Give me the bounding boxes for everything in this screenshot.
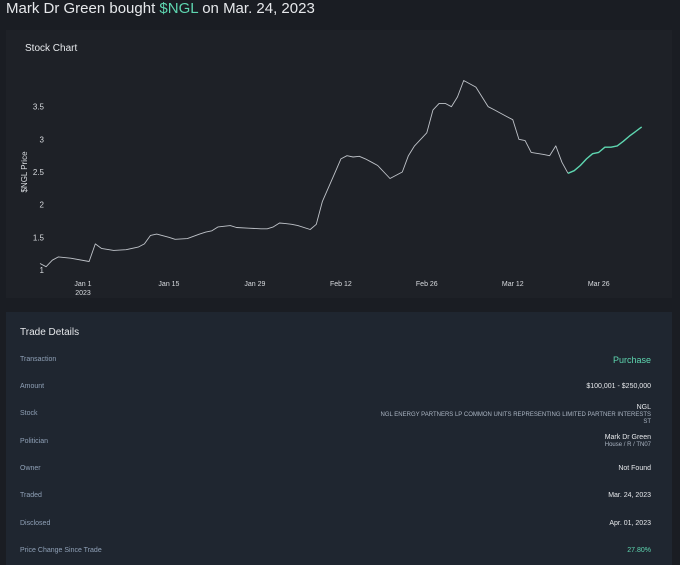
y-axis-label: $NGL Price [20, 151, 29, 193]
traded-value: Mar. 24, 2023 [608, 492, 651, 499]
trade-details-title: Trade Details [20, 327, 80, 338]
x-tick-label: Mar 26 [588, 281, 610, 288]
x-axis-ticks: Jan 1 2023 Jan 15 Jan 29 Feb 12 Feb 26 Mar 12 M… [74, 281, 609, 297]
x-tick-year-label: 2023 [75, 290, 91, 297]
politician-name-link[interactable]: Mark Dr Green [604, 434, 651, 441]
price-change-label: Price Change Since Trade [20, 547, 102, 554]
transaction-value: Purchase [612, 355, 651, 365]
y-tick-label: 3 [40, 135, 45, 144]
traded-label: Traded [20, 492, 42, 499]
disclosed-value: Apr. 01, 2023 [609, 520, 651, 527]
amount-value: $100,001 - $250,000 [586, 383, 651, 390]
politician-value: Mark Dr Green House / R / TN07 [605, 433, 651, 449]
headline-suffix: on Mar. 24, 2023 [198, 0, 315, 17]
y-tick-label: 3.5 [33, 103, 45, 112]
x-tick-label: Mar 12 [502, 281, 524, 288]
y-tick-label: 1.5 [33, 233, 45, 242]
price-change-value: 27.80% [627, 547, 651, 554]
owner-label: Owner [20, 465, 41, 472]
stock-ticker-link[interactable]: NGL [636, 404, 651, 411]
headline-ticker-link[interactable]: $NGL [159, 0, 199, 17]
y-axis-ticks: 1 1.5 2 2.5 3 3.5 [33, 103, 45, 275]
price-series [39, 80, 643, 268]
headline-prefix: Mark Dr Green bought [6, 0, 160, 17]
x-tick-label: Jan 1 [74, 281, 91, 288]
transaction-label: Transaction [20, 356, 57, 363]
page-headline: Mark Dr Green bought $NGL on Mar. 24, 20… [6, 0, 315, 18]
chart-title: Stock Chart [25, 43, 78, 54]
x-tick-label: Feb 12 [330, 281, 352, 288]
series-line-before-trade [39, 80, 569, 268]
y-tick-label: 2 [40, 201, 45, 210]
trade-details-card: Trade Details Transaction Purchase Amoun… [6, 312, 672, 565]
x-tick-label: Jan 15 [158, 281, 179, 288]
stock-name-line1: NGL ENERGY PARTNERS LP COMMON UNITS REPR… [380, 412, 652, 418]
stock-chart: 1 1.5 2 2.5 3 3.5 Jan 1 2023 Jan 15 Jan 29 Feb 12… [20, 80, 643, 297]
amount-label: Amount [20, 383, 45, 390]
stock-label: Stock [20, 410, 38, 417]
owner-value: Not Found [618, 465, 651, 472]
politician-office: House / R / TN07 [604, 442, 651, 448]
x-tick-label: Feb 26 [416, 281, 438, 288]
disclosed-label: Disclosed [20, 520, 51, 527]
y-tick-label: 1 [40, 266, 45, 275]
politician-label: Politician [20, 438, 49, 445]
stock-value: NGL NGL ENERGY PARTNERS LP COMMON UNITS … [381, 403, 652, 426]
y-tick-label: 2.5 [33, 168, 45, 177]
series-line-since-trade [567, 126, 643, 174]
stock-chart-card: Stock Chart 1 1.5 2 2.5 3 3.5 Jan 1 2023 Jan 15… [6, 30, 672, 298]
x-tick-label: Jan 29 [244, 281, 265, 288]
stock-name-line2: ST [643, 419, 651, 425]
